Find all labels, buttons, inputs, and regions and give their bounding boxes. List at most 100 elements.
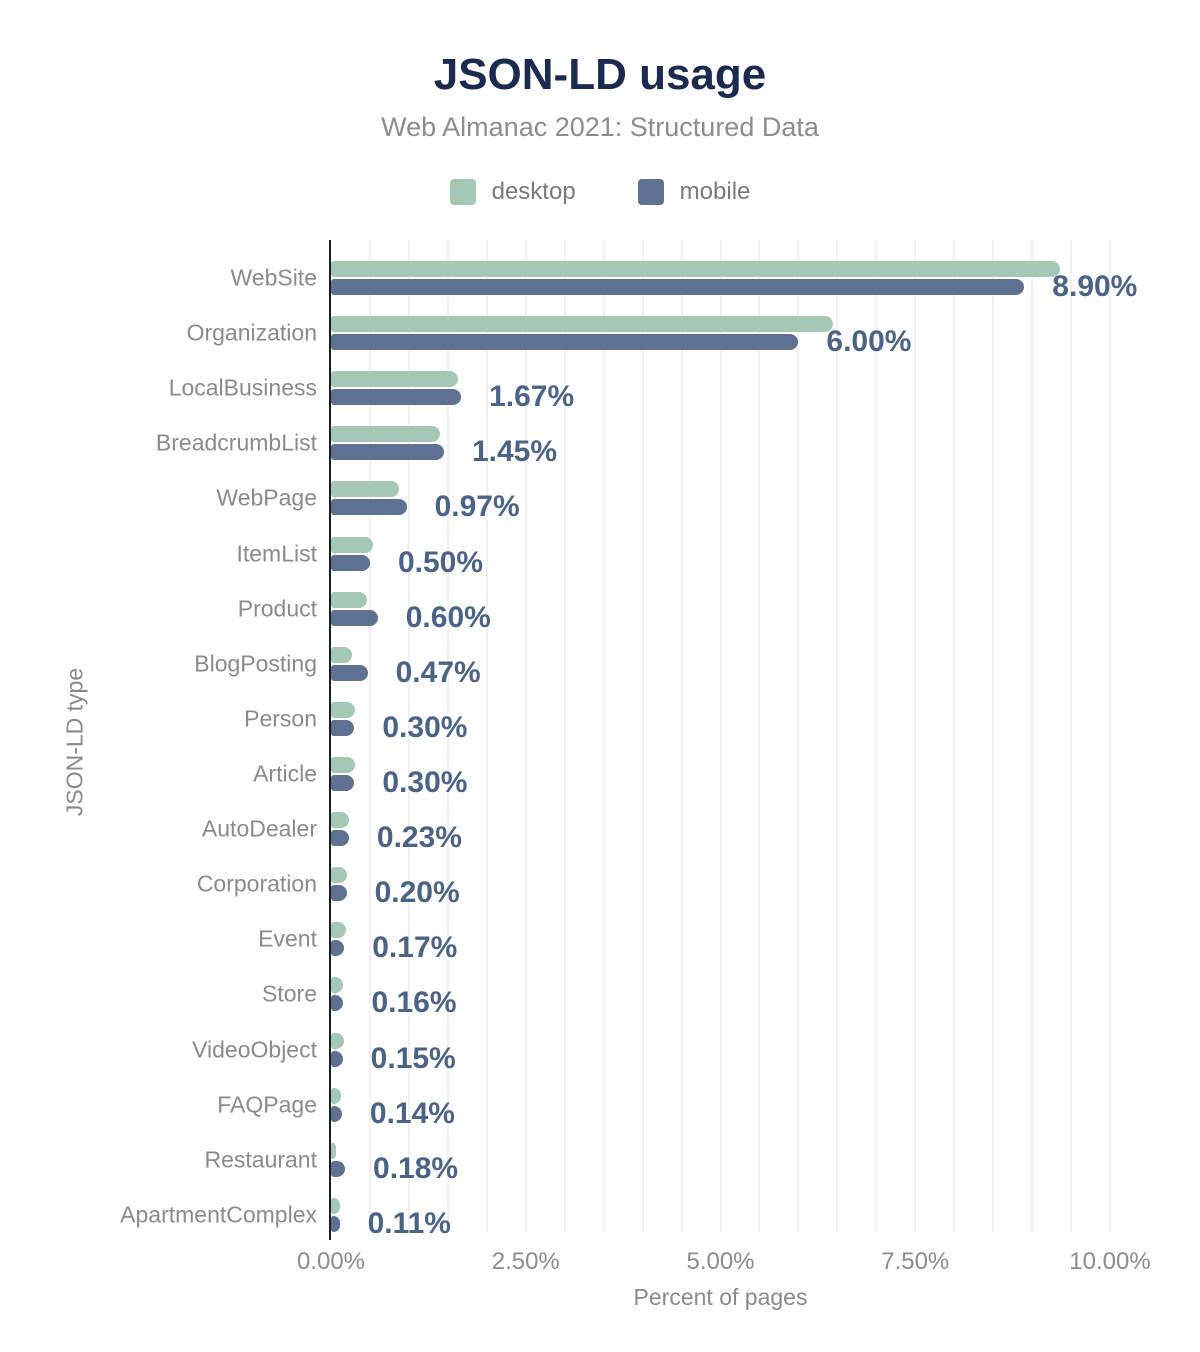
bar-desktop[interactable]	[331, 701, 356, 718]
chart-row: Event 0.17%	[258, 901, 1149, 964]
bar-desktop[interactable]	[331, 757, 356, 773]
gridline	[446, 240, 449, 1232]
value-label: 0.16%	[371, 986, 457, 1020]
gridline	[1109, 240, 1111, 1232]
chart-row: Product 0.60%	[238, 571, 1149, 634]
bar-mobile[interactable]	[331, 940, 345, 957]
bar-mobile[interactable]	[331, 830, 349, 847]
category-label: Person	[244, 705, 317, 732]
value-label: 0.18%	[373, 1151, 459, 1185]
bar-mobile[interactable]	[331, 664, 368, 681]
chart-title: JSON-LD usage	[433, 50, 767, 99]
chart-row: BreadcrumbList 1.45%	[156, 405, 1149, 468]
bar-mobile[interactable]	[331, 444, 444, 461]
bar-desktop[interactable]	[331, 316, 833, 333]
bar-mobile[interactable]	[331, 1105, 342, 1122]
bar-desktop[interactable]	[331, 591, 367, 608]
bar-desktop[interactable]	[331, 922, 346, 939]
gridline	[992, 240, 995, 1232]
bar-desktop[interactable]	[331, 1087, 342, 1104]
bar-desktop[interactable]	[331, 977, 344, 994]
chart-row: Person 0.30%	[244, 681, 1149, 744]
category-label: VideoObject	[192, 1036, 317, 1063]
gridline	[758, 240, 761, 1232]
gridline	[524, 240, 527, 1232]
bar-desktop[interactable]	[331, 867, 348, 884]
bar-mobile[interactable]	[331, 995, 344, 1012]
chart-row: Organization 6.00%	[187, 295, 1149, 358]
bar-desktop[interactable]	[331, 536, 374, 553]
gridline	[368, 240, 371, 1232]
value-label: 0.30%	[382, 766, 468, 799]
bar-mobile[interactable]	[331, 885, 347, 902]
gridline	[1070, 240, 1073, 1232]
legend: desktop mobile	[0, 178, 1200, 206]
y-axis-title: JSON-LD type	[61, 667, 88, 817]
bar-desktop[interactable]	[331, 646, 353, 663]
chart-row: FAQPage 0.14%	[217, 1067, 1149, 1130]
chart-row: VideoObject 0.15%	[192, 1012, 1149, 1075]
bar-desktop[interactable]	[331, 371, 458, 388]
legend-label-mobile: mobile	[679, 178, 751, 205]
bar-mobile[interactable]	[331, 554, 370, 571]
bar-desktop[interactable]	[331, 1197, 341, 1214]
gridline	[875, 240, 878, 1232]
gridline	[953, 240, 956, 1232]
x-axis-title: Percent of pages	[633, 1284, 808, 1310]
category-label: ItemList	[236, 540, 317, 567]
gridline	[836, 240, 839, 1232]
value-label: 0.60%	[405, 600, 491, 634]
bar-desktop[interactable]	[331, 426, 441, 443]
value-label: 0.20%	[374, 876, 460, 910]
value-label: 0.17%	[372, 931, 458, 965]
legend-label-desktop: desktop	[491, 178, 576, 205]
category-label: BreadcrumbList	[155, 429, 317, 456]
chart-row: LocalBusiness 1.67%	[169, 350, 1149, 413]
bar-desktop[interactable]	[331, 1142, 337, 1159]
chart-row: Restaurant 0.18%	[204, 1122, 1149, 1185]
legend-item-desktop[interactable]: desktop	[449, 178, 576, 206]
bar-mobile[interactable]	[331, 1215, 340, 1232]
y-axis-line	[329, 240, 331, 1240]
bar-mobile[interactable]	[331, 609, 378, 626]
bar-mobile[interactable]	[331, 719, 355, 736]
gridline	[407, 240, 410, 1232]
chart-row: Article 0.30%	[253, 736, 1149, 799]
chart-row: Corporation 0.20%	[197, 846, 1149, 909]
mobile-swatch-icon	[637, 179, 664, 205]
value-label: 0.11%	[367, 1206, 451, 1240]
bar-mobile[interactable]	[331, 279, 1025, 295]
category-label: Product	[237, 595, 317, 622]
bar-mobile[interactable]	[331, 775, 355, 791]
category-label: ApartmentComplex	[120, 1201, 317, 1228]
bar-mobile[interactable]	[331, 1050, 343, 1067]
bar-desktop[interactable]	[331, 481, 399, 498]
value-label: 1.67%	[489, 380, 575, 414]
chart-subtitle: Web Almanac 2021: Structured Data	[381, 112, 819, 142]
gridline	[485, 240, 488, 1232]
legend-item-mobile[interactable]: mobile	[637, 178, 751, 206]
value-label: 1.45%	[471, 435, 558, 469]
bar-mobile[interactable]	[331, 334, 799, 351]
bar-desktop[interactable]	[331, 812, 349, 829]
bar-mobile[interactable]	[331, 499, 407, 516]
value-label: 0.50%	[397, 545, 484, 579]
category-label: Restaurant	[204, 1146, 317, 1173]
chart-row: ItemList 0.50%	[236, 516, 1149, 579]
x-tick-label: 2.50%	[491, 1248, 560, 1275]
bar-desktop[interactable]	[331, 1032, 345, 1049]
chart-row: BlogPosting 0.47%	[194, 626, 1149, 689]
bar-mobile[interactable]	[331, 389, 462, 406]
gridline	[680, 240, 683, 1232]
gridline	[602, 240, 605, 1232]
value-label: 0.47%	[395, 655, 481, 689]
bar-desktop[interactable]	[331, 261, 1061, 277]
chart-row: Store 0.16%	[262, 956, 1149, 1019]
bar-mobile[interactable]	[331, 1160, 346, 1177]
category-label: FAQPage	[217, 1091, 317, 1118]
value-label: 0.30%	[382, 710, 468, 744]
category-label: Corporation	[196, 870, 317, 897]
category-label: Store	[262, 980, 317, 1007]
value-label: 8.90%	[1052, 270, 1138, 303]
